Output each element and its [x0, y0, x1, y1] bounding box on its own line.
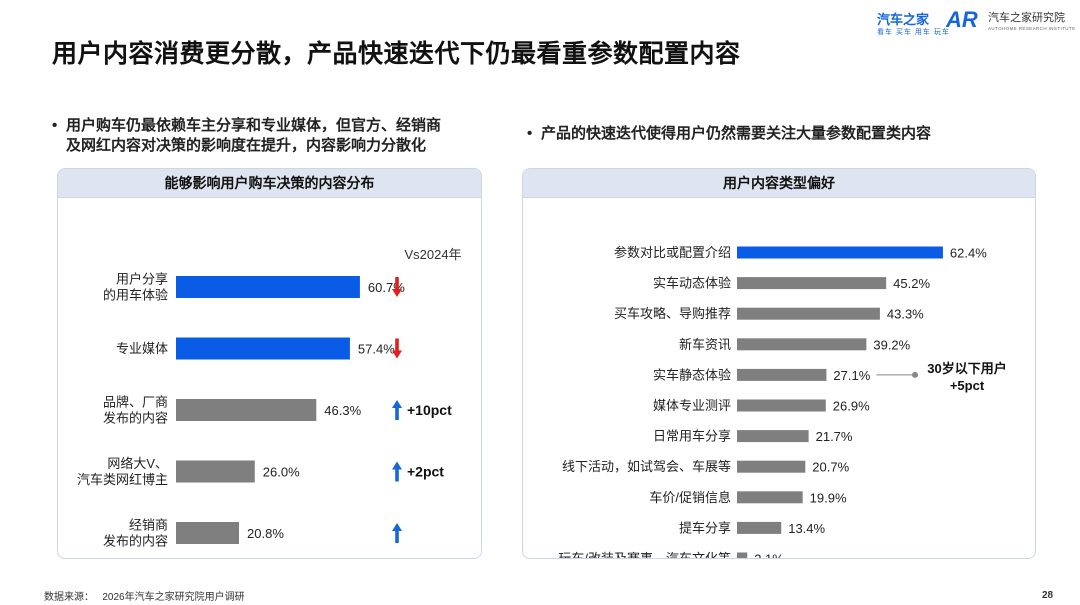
bar	[176, 337, 350, 360]
bullet-dot: •	[527, 125, 533, 142]
bar	[737, 338, 867, 351]
data-label: 45.2%	[893, 276, 930, 291]
vs2024-change-label: +10pct	[407, 402, 452, 418]
autohome-logo-text: 汽车之家	[877, 12, 930, 27]
data-label: 27.1%	[833, 368, 870, 383]
data-label: 46.3%	[324, 403, 361, 418]
source-label: 数据来源：	[44, 592, 94, 603]
down-arrow-icon	[392, 338, 402, 359]
bar	[737, 491, 803, 504]
right-bullet: • 产品的快速迭代使得用户仍然需要关注大量参数配置类内容	[527, 124, 991, 144]
data-label: 20.7%	[812, 460, 849, 475]
data-label: 3.1%	[754, 552, 784, 559]
category-label: 汽车类网红博主	[77, 472, 168, 487]
category-label: 的用车体验	[103, 288, 168, 303]
category-label: 媒体专业测评	[653, 398, 731, 413]
right-panel-title: 用户内容类型偏好	[523, 169, 1035, 198]
category-label: 玩车/改装及赛事、汽车文化等	[558, 551, 731, 558]
category-label: 线下活动，如试驾会、车展等	[562, 459, 731, 474]
left-bullet-line2: 及网红内容对决策的影响度在提升，内容影响力分散化	[66, 137, 427, 154]
source-text: 2026年汽车之家研究院用户调研	[102, 592, 245, 603]
category-label: 发布的内容	[103, 534, 168, 549]
vs2024-header: Vs2024年	[404, 247, 461, 262]
category-label: 用户分享	[116, 272, 168, 287]
category-label: 参数对比或配置介绍	[614, 245, 731, 260]
up-arrow-icon	[392, 523, 402, 543]
data-label: 26.0%	[263, 465, 300, 480]
category-label: 实车动态体验	[653, 276, 731, 291]
bullet-dot: •	[52, 117, 58, 134]
data-label: 57.4%	[358, 342, 395, 357]
bar	[737, 307, 880, 320]
data-label: 19.9%	[810, 490, 847, 505]
content-preference-chart: 30岁以下用户 +5pct 参数对比或配置介绍 62.4% 实车动态体验 45.2% 买…	[558, 245, 1007, 559]
up-arrow-icon	[392, 461, 402, 482]
category-label: 经销商	[129, 518, 168, 533]
data-label: 13.4%	[788, 521, 825, 536]
category-label: 实车静态体验	[653, 367, 731, 382]
data-label: 26.9%	[833, 399, 870, 414]
data-label: 21.7%	[816, 429, 853, 444]
left-chart-panel: 能够影响用户购车决策的内容分布 Vs2024年 用户分享 的用车体验 60.7% 专业…	[57, 168, 482, 559]
bar	[176, 522, 240, 544]
category-label: 专业媒体	[116, 341, 168, 356]
annotation-text-line2: +5pct	[950, 378, 985, 393]
institute-logo: AR 汽车之家研究院 AUTOHOME RESEARCH INSTITUTE	[946, 8, 1075, 31]
category-label: 提车分享	[679, 520, 731, 535]
institute-logo-text: 汽车之家研究院	[988, 12, 1065, 24]
vs2024-change-label: +2pct	[407, 464, 444, 480]
left-panel-title: 能够影响用户购车决策的内容分布	[58, 169, 481, 198]
page-number: 28	[1042, 590, 1054, 601]
autohome-logo-slogan: 看车 买车 用车 玩车	[877, 29, 950, 36]
ar-logo-icon: AR	[946, 8, 978, 30]
annotation-dot	[912, 371, 918, 378]
right-bullet-text: 产品的快速迭代使得用户仍然需要关注大量参数配置类内容	[541, 125, 932, 142]
bar	[737, 460, 806, 473]
category-label: 买车攻略、导购推荐	[614, 306, 731, 321]
up-arrow-icon	[392, 400, 402, 420]
data-label: 62.4%	[950, 246, 987, 261]
bar	[737, 368, 827, 381]
annotation-text-line1: 30岁以下用户	[927, 361, 1006, 376]
data-label: 20.8%	[247, 526, 284, 541]
right-chart-panel: 用户内容类型偏好 30岁以下用户 +5pct 参数对比或配置介绍 62.4% 实车动…	[522, 168, 1036, 559]
bar	[176, 276, 360, 298]
category-label: 网络大V、	[107, 456, 168, 471]
data-label: 39.2%	[873, 337, 910, 352]
bar	[737, 246, 943, 259]
autohome-logo: 汽车之家 看车 买车 用车 玩车	[877, 9, 950, 37]
bar	[737, 430, 809, 443]
category-label: 品牌、厂商	[103, 395, 168, 410]
institute-logo-subtext: AUTOHOME RESEARCH INSTITUTE	[988, 26, 1076, 31]
bar	[737, 521, 782, 534]
source-note: 数据来源： 2026年汽车之家研究院用户调研	[44, 588, 245, 603]
bar	[176, 460, 255, 483]
category-label: 新车资讯	[679, 337, 731, 352]
category-label: 车价/促销信息	[649, 490, 731, 505]
bar	[737, 552, 748, 558]
bar	[176, 399, 317, 421]
category-label: 日常用车分享	[653, 429, 731, 444]
category-label: 发布的内容	[103, 411, 168, 426]
down-arrow-icon	[392, 277, 402, 297]
slide-title: 用户内容消费更分散，产品快速迭代下仍最看重参数配置内容	[52, 40, 741, 68]
bar	[737, 399, 826, 412]
data-label: 43.3%	[887, 307, 924, 322]
left-bullet: • 用户购车仍最依赖车主分享和专业媒体，但官方、经销商 及网红内容对决策的影响度…	[52, 116, 486, 156]
left-bullet-line1: 用户购车仍最依赖车主分享和专业媒体，但官方、经销商	[66, 117, 442, 134]
ar-logo-mark: AR	[946, 8, 978, 30]
bar	[737, 277, 887, 290]
